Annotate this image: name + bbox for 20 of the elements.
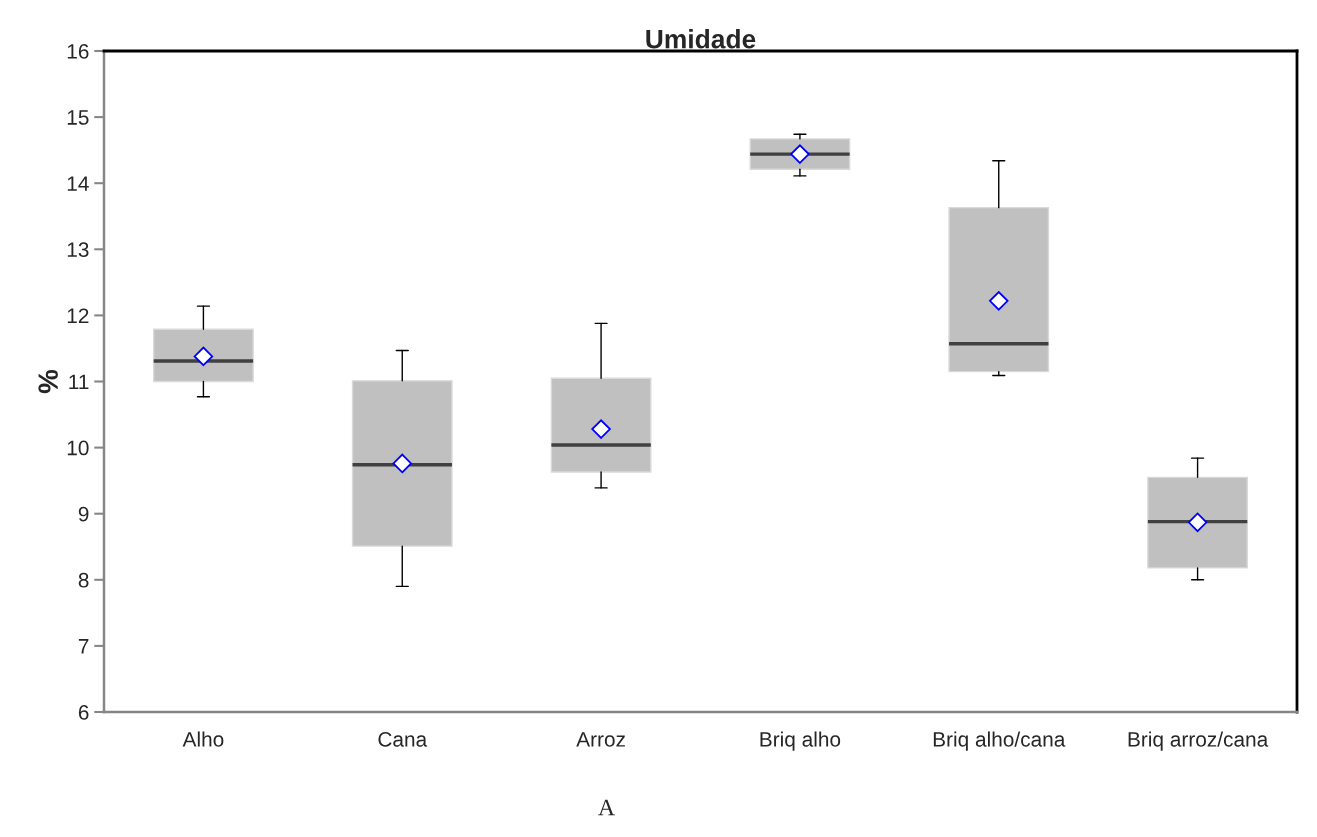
- y-tick-label: 7: [78, 639, 89, 654]
- text: A: [598, 799, 615, 816]
- x-tick-label: Briq arroz/cana: [1128, 731, 1269, 751]
- x-tick-label: Cana: [378, 731, 428, 747]
- y-tick-label: 13: [67, 242, 89, 258]
- y-tick-label: 16: [67, 44, 89, 59]
- y-tick-label: 6: [78, 705, 89, 720]
- y-axis-title: %: [38, 369, 58, 394]
- y-tick-label: 14: [67, 176, 89, 191]
- x-tick-label: Alho: [182, 731, 224, 747]
- y-tick-label: 8: [78, 572, 89, 588]
- y-tick-label: 11: [69, 374, 89, 390]
- y-tick-label: 12: [67, 308, 89, 323]
- x-tick-label: Arroz: [576, 732, 625, 747]
- x-tick-label: Briq alho/cana: [933, 731, 1066, 751]
- y-tick-label: 9: [78, 506, 89, 522]
- y-tick-label: 15: [67, 110, 89, 125]
- y-tick-label: 10: [67, 440, 89, 456]
- x-tick-label: Briq alho: [760, 731, 841, 751]
- chart-title: Umidade: [646, 29, 756, 49]
